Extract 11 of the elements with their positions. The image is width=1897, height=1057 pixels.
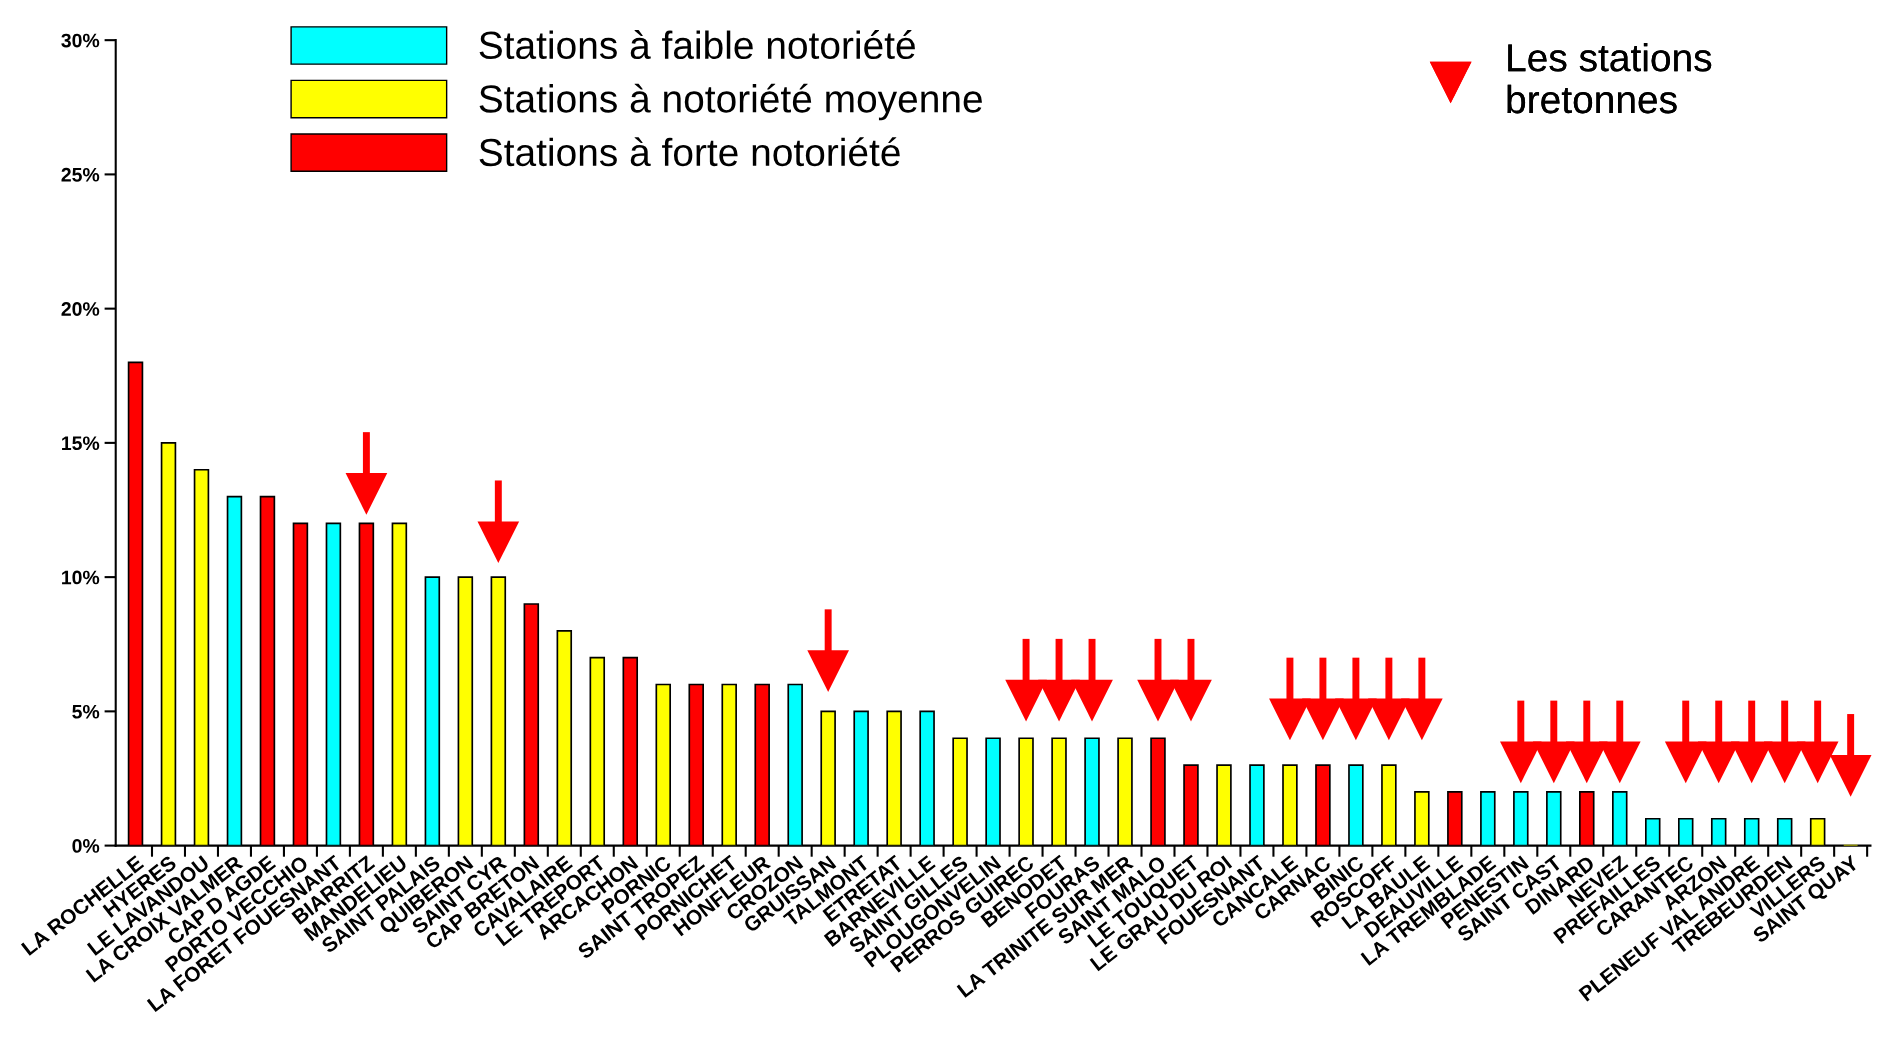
legend-label: Stations à forte notoriété — [479, 137, 900, 167]
y-tick-label: 10% — [62, 570, 100, 585]
legend-label: Stations à notoriété moyenne — [479, 83, 982, 121]
y-tick-label: 25% — [61, 167, 100, 182]
legend-label: Les stations bretonnes — [1507, 42, 1712, 114]
legend-label: Stations à faible notoriété — [479, 30, 915, 60]
y-tick-label: 15% — [62, 436, 100, 451]
y-tick-label: 20% — [61, 302, 100, 316]
y-tick-label: 5% — [72, 704, 100, 719]
y-tick-label: 30% — [61, 33, 100, 48]
y-tick-label: 0% — [72, 839, 100, 853]
